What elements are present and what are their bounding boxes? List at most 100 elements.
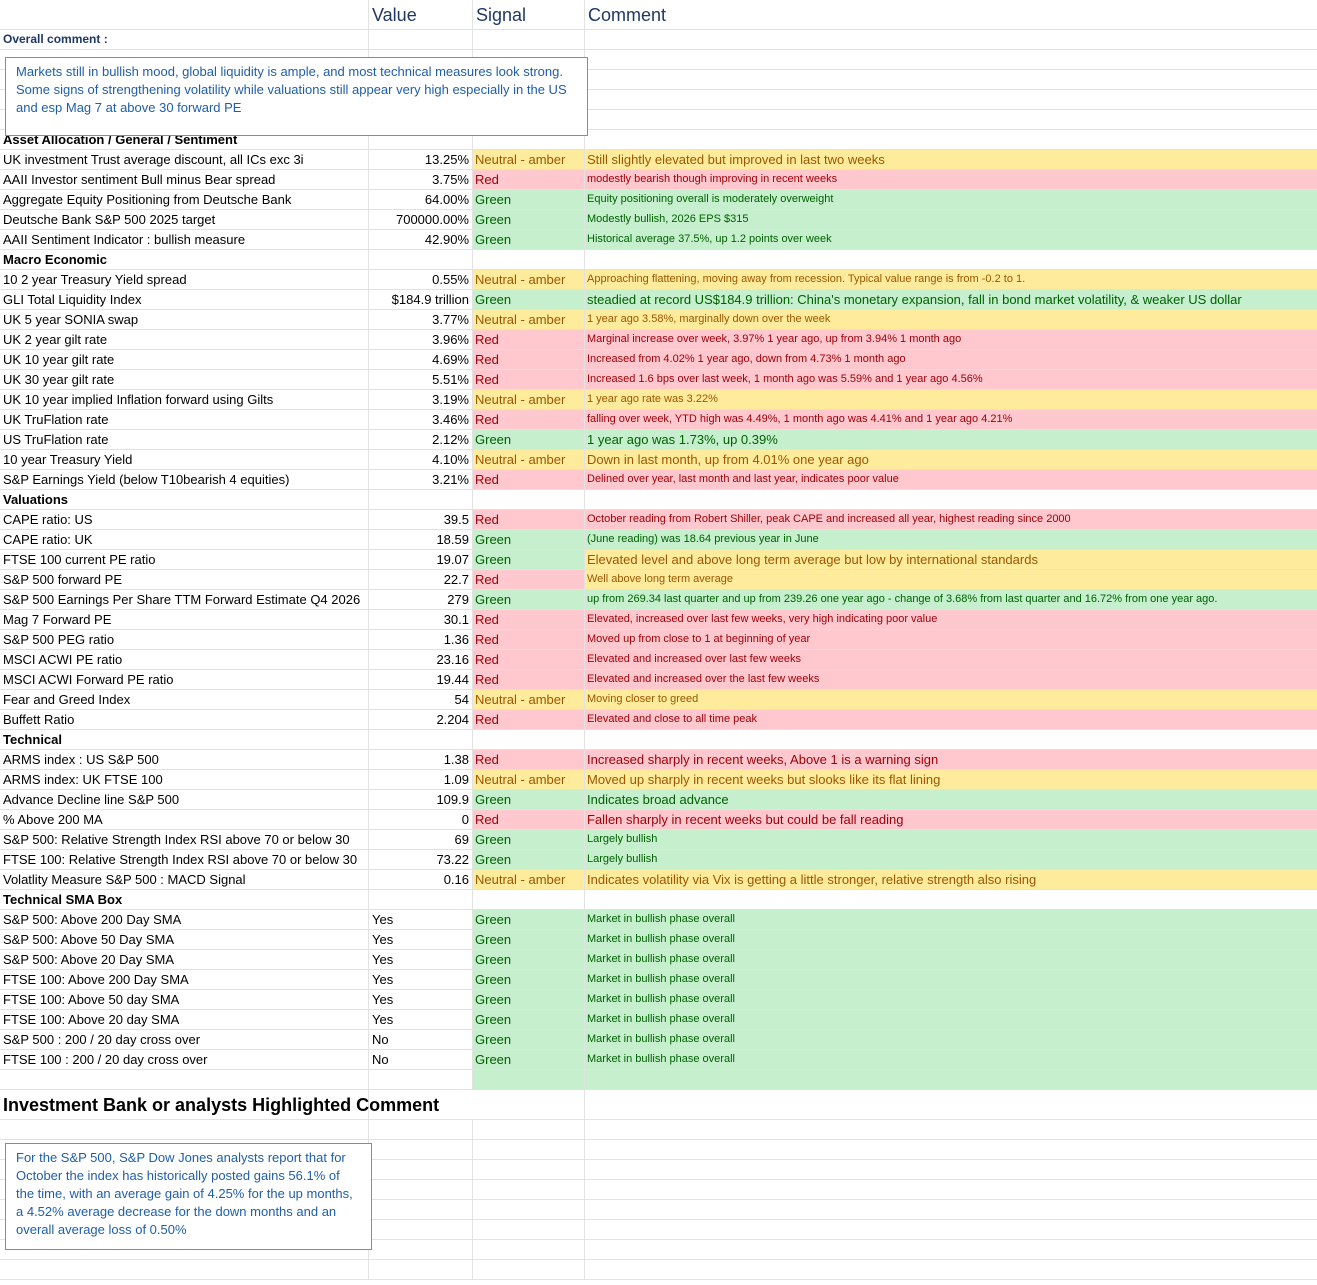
row-signal[interactable]: Green: [473, 790, 585, 809]
blank-cell[interactable]: [585, 1240, 1317, 1259]
analyst-title[interactable]: Investment Bank or analysts Highlighted …: [0, 1090, 439, 1119]
blank-cell[interactable]: [585, 1200, 1317, 1219]
row-signal[interactable]: Green: [473, 290, 585, 309]
row-label[interactable]: Advance Decline line S&P 500: [0, 790, 369, 809]
blank-cell[interactable]: [369, 1120, 473, 1139]
row-signal[interactable]: Red: [473, 410, 585, 429]
row-label[interactable]: UK 5 year SONIA swap: [0, 310, 369, 329]
row-value[interactable]: 279: [369, 590, 473, 609]
row-value[interactable]: $184.9 trillion: [369, 290, 473, 309]
row-value[interactable]: 3.46%: [369, 410, 473, 429]
row-value[interactable]: 39.5: [369, 510, 473, 529]
row-comment[interactable]: 1 year ago was 1.73%, up 0.39%: [585, 430, 1317, 449]
row-comment[interactable]: Elevated and increased over last few wee…: [585, 650, 1317, 669]
blank-cell[interactable]: [369, 1160, 473, 1179]
row-comment[interactable]: Delined over year, last month and last y…: [585, 470, 1317, 489]
blank-cell[interactable]: [473, 1090, 585, 1119]
row-value[interactable]: 42.90%: [369, 230, 473, 249]
row-signal[interactable]: Red: [473, 570, 585, 589]
row-signal[interactable]: Green: [473, 550, 585, 569]
row-label[interactable]: UK TruFlation rate: [0, 410, 369, 429]
sma-label[interactable]: FTSE 100: Above 200 Day SMA: [0, 970, 369, 989]
blank-cell[interactable]: [369, 30, 473, 49]
row-signal[interactable]: Neutral - amber: [473, 450, 585, 469]
row-signal[interactable]: Green: [473, 850, 585, 869]
row-value[interactable]: 109.9: [369, 790, 473, 809]
blank-cell[interactable]: [585, 90, 1317, 109]
blank-cell[interactable]: [369, 730, 473, 749]
sma-value[interactable]: Yes: [369, 1010, 473, 1029]
sma-comment[interactable]: Market in bullish phase overall: [585, 1030, 1317, 1049]
sma-signal[interactable]: Green: [473, 990, 585, 1009]
row-comment[interactable]: Indicates volatility via Vix is getting …: [585, 870, 1317, 889]
header-signal[interactable]: Signal: [473, 0, 585, 29]
blank-cell[interactable]: [369, 1070, 473, 1089]
blank-cell[interactable]: [473, 1140, 585, 1159]
row-value[interactable]: 23.16: [369, 650, 473, 669]
blank-cell[interactable]: [473, 1220, 585, 1239]
row-value[interactable]: 1.38: [369, 750, 473, 769]
blank-cell[interactable]: [473, 1070, 585, 1089]
row-signal[interactable]: Neutral - amber: [473, 310, 585, 329]
sma-label[interactable]: S&P 500: Above 200 Day SMA: [0, 910, 369, 929]
blank-cell[interactable]: [585, 890, 1317, 909]
row-value[interactable]: 54: [369, 690, 473, 709]
row-label[interactable]: Mag 7 Forward PE: [0, 610, 369, 629]
row-signal[interactable]: Red: [473, 470, 585, 489]
row-comment[interactable]: Elevated, increased over last few weeks,…: [585, 610, 1317, 629]
blank-cell[interactable]: [473, 130, 585, 149]
blank-cell[interactable]: [369, 1180, 473, 1199]
header-blank-cell[interactable]: [0, 0, 369, 29]
sma-value[interactable]: No: [369, 1030, 473, 1049]
blank-cell[interactable]: [585, 1220, 1317, 1239]
row-signal[interactable]: Neutral - amber: [473, 390, 585, 409]
row-value[interactable]: 3.77%: [369, 310, 473, 329]
row-signal[interactable]: Neutral - amber: [473, 270, 585, 289]
header-comment[interactable]: Comment: [588, 5, 667, 25]
row-label[interactable]: FTSE 100: Relative Strength Index RSI ab…: [0, 850, 369, 869]
row-label[interactable]: MSCI ACWI PE ratio: [0, 650, 369, 669]
row-comment[interactable]: Down in last month, up from 4.01% one ye…: [585, 450, 1317, 469]
row-signal[interactable]: Neutral - amber: [473, 770, 585, 789]
sma-label[interactable]: FTSE 100 : 200 / 20 day cross over: [0, 1050, 369, 1069]
row-label[interactable]: Volatlity Measure S&P 500 : MACD Signal: [0, 870, 369, 889]
blank-cell[interactable]: [369, 1200, 473, 1219]
row-value[interactable]: 22.7: [369, 570, 473, 589]
row-comment[interactable]: Increased 1.6 bps over last week, 1 mont…: [585, 370, 1317, 389]
blank-cell[interactable]: [369, 890, 473, 909]
row-label[interactable]: Aggregate Equity Positioning from Deutsc…: [0, 190, 369, 209]
row-comment[interactable]: Increased from 4.02% 1 year ago, down fr…: [585, 350, 1317, 369]
row-label[interactable]: UK 10 year implied Inflation forward usi…: [0, 390, 369, 409]
row-value[interactable]: 30.1: [369, 610, 473, 629]
row-comment[interactable]: Approaching flattening, moving away from…: [585, 270, 1317, 289]
row-value[interactable]: 3.96%: [369, 330, 473, 349]
row-value[interactable]: 0: [369, 810, 473, 829]
sma-value[interactable]: Yes: [369, 950, 473, 969]
row-label[interactable]: S&P 500 PEG ratio: [0, 630, 369, 649]
sma-signal[interactable]: Green: [473, 1050, 585, 1069]
section-macro-economic[interactable]: Macro Economic: [0, 250, 369, 269]
blank-cell[interactable]: [369, 1260, 473, 1279]
row-signal[interactable]: Green: [473, 430, 585, 449]
section-technical[interactable]: Technical: [0, 730, 369, 749]
row-value[interactable]: 0.55%: [369, 270, 473, 289]
blank-cell[interactable]: [369, 1140, 473, 1159]
row-value[interactable]: 64.00%: [369, 190, 473, 209]
blank-cell[interactable]: [585, 1140, 1317, 1159]
row-signal[interactable]: Red: [473, 650, 585, 669]
row-signal[interactable]: Red: [473, 330, 585, 349]
row-value[interactable]: 3.75%: [369, 170, 473, 189]
blank-cell[interactable]: [585, 490, 1317, 509]
blank-cell[interactable]: [473, 30, 585, 49]
row-value[interactable]: 0.16: [369, 870, 473, 889]
row-comment[interactable]: Elevated and increased over the last few…: [585, 670, 1317, 689]
row-value[interactable]: 18.59: [369, 530, 473, 549]
row-label[interactable]: UK investment Trust average discount, al…: [0, 150, 369, 169]
row-signal[interactable]: Red: [473, 710, 585, 729]
blank-cell[interactable]: [473, 1160, 585, 1179]
row-label[interactable]: 10 2 year Treasury Yield spread: [0, 270, 369, 289]
row-signal[interactable]: Neutral - amber: [473, 690, 585, 709]
row-label[interactable]: UK 10 year gilt rate: [0, 350, 369, 369]
blank-cell[interactable]: [369, 1220, 473, 1239]
row-comment[interactable]: Equity positioning overall is moderately…: [585, 190, 1317, 209]
